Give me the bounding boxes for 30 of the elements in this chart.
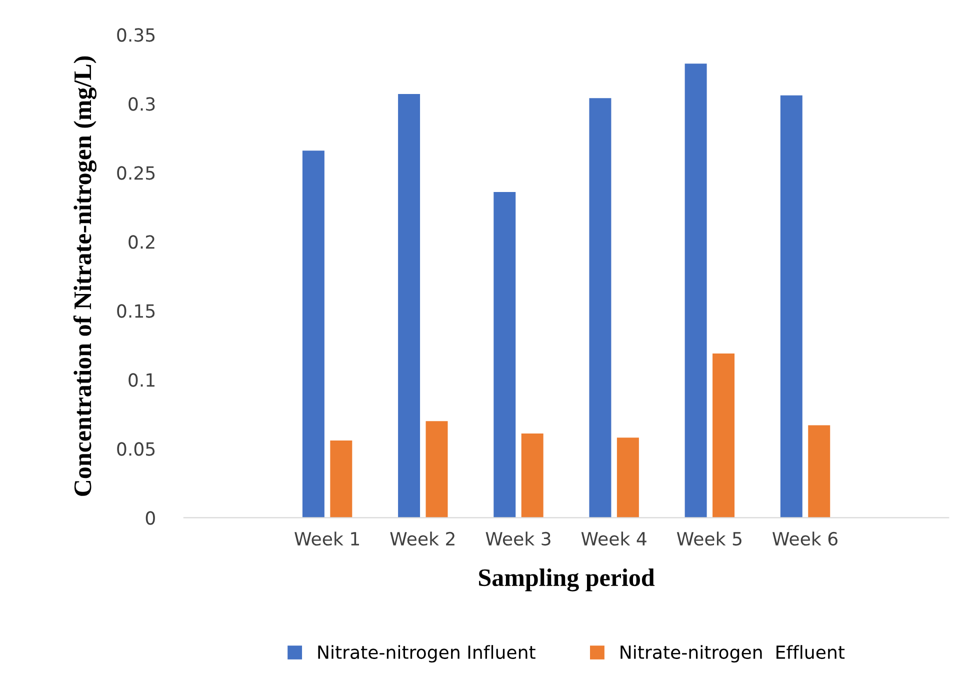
x-tick-label: Week 3 <box>486 532 550 546</box>
y-tick-label: 0.35 <box>117 28 155 42</box>
y-axis-title: Concentration of Nitrate-nitrogen (mg/L) <box>73 56 96 496</box>
x-tick-label: Week 5 <box>676 532 742 546</box>
y-tick-label: 0.2 <box>128 235 154 249</box>
y-tick-label: 0 <box>146 511 155 525</box>
bar <box>494 192 516 518</box>
bar <box>589 98 612 518</box>
x-tick-label: Week 4 <box>581 532 646 546</box>
bar <box>684 64 707 518</box>
bar <box>302 150 324 518</box>
y-tick-label: 0.15 <box>117 304 155 318</box>
y-tick-label: 0.3 <box>128 97 155 111</box>
y-tick-label: 0.1 <box>128 373 154 387</box>
bar <box>808 425 830 518</box>
x-tick-label: Week 2 <box>390 532 454 546</box>
bar <box>712 353 735 518</box>
bar <box>780 95 802 518</box>
x-tick-label: Week 1 <box>294 532 359 546</box>
legend-label: Nitrate-nitrogen Effluent <box>620 645 845 663</box>
y-tick-label: 0.05 <box>117 442 155 456</box>
bar <box>521 434 544 518</box>
bar <box>616 438 639 518</box>
bar <box>398 94 420 518</box>
x-tick-label: Week 6 <box>772 532 838 546</box>
y-tick-label: 0.25 <box>117 166 155 180</box>
bar <box>426 421 448 518</box>
x-axis-title: Sampling period <box>479 568 655 592</box>
bar <box>330 440 352 518</box>
legend-label: Nitrate-nitrogen Influent <box>318 645 536 663</box>
